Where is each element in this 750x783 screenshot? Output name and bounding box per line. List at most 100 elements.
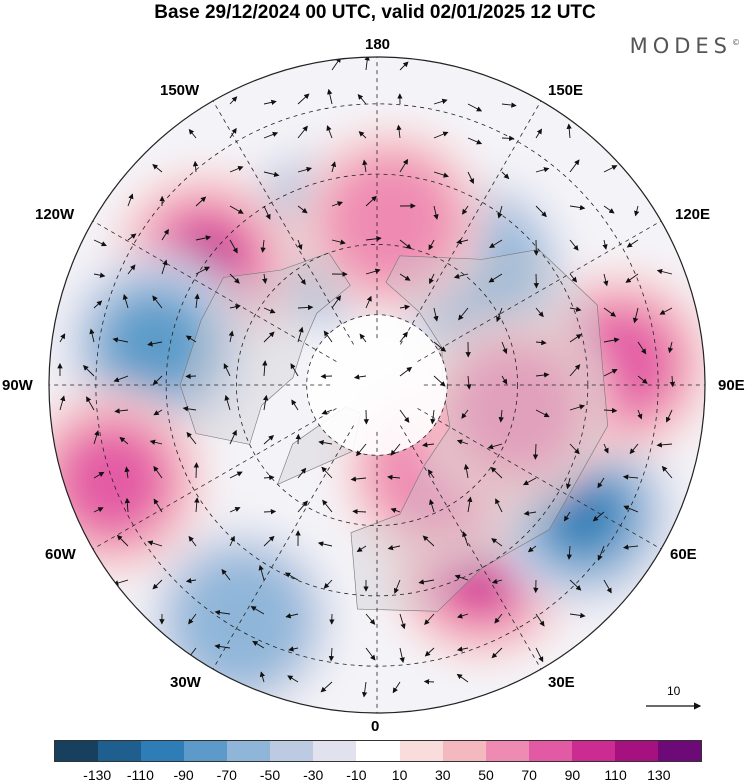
- wind-arrow: [667, 341, 674, 354]
- wind-arrow: [297, 205, 308, 214]
- lon-label-120w: 120W: [35, 206, 75, 223]
- wind-arrow: [297, 93, 310, 105]
- wind-arrow: [262, 273, 268, 284]
- lon-label-90e: 90E: [718, 377, 745, 394]
- lon-label-30w: 30W: [170, 674, 201, 691]
- wind-arrow: [535, 613, 545, 627]
- wind-arrow: [399, 366, 413, 377]
- wind-arrow: [228, 330, 234, 343]
- wind-arrow: [637, 409, 643, 420]
- wind-arrow: [501, 102, 517, 108]
- colorbar-swatch: [98, 741, 142, 761]
- anomaly-blob: [548, 479, 619, 550]
- meridian-line: [92, 220, 337, 362]
- wind-arrow: [634, 205, 640, 217]
- wind-arrow: [119, 436, 129, 445]
- wind-arrow: [603, 443, 609, 454]
- wind-arrow: [153, 465, 163, 479]
- wind-arrow: [290, 363, 299, 377]
- wind-arrow: [399, 647, 405, 663]
- wind-arrow: [263, 474, 275, 481]
- wind-arrow: [501, 171, 510, 180]
- meridian-line: [417, 408, 662, 550]
- colorbar-tick-label: 30: [435, 767, 451, 783]
- colorbar-tick-label: -90: [173, 767, 194, 783]
- wind-arrow: [152, 164, 163, 173]
- wind-arrow: [365, 236, 382, 242]
- wind-arrow: [433, 171, 449, 178]
- wind-arrow: [195, 196, 207, 207]
- wind-arrow: [320, 681, 333, 693]
- wind-arrow: [456, 238, 469, 245]
- wind-arrow: [59, 333, 66, 343]
- colorbar-swatch: [528, 741, 572, 761]
- wind-arrow: [396, 124, 402, 139]
- wind-arrow: [623, 505, 639, 513]
- wind-arrow: [359, 333, 367, 343]
- wind-arrow: [149, 439, 163, 445]
- wind-arrow: [603, 337, 620, 343]
- wind-arrow: [127, 233, 137, 241]
- wind-arrow: [229, 96, 238, 105]
- wind-arrow: [323, 579, 333, 589]
- wind-arrow: [433, 307, 439, 322]
- wind-arrow: [597, 545, 605, 561]
- colorbar-tick-label: -130: [83, 767, 112, 783]
- wind-arrow: [188, 535, 197, 547]
- wind-arrow: [161, 259, 168, 275]
- wind-arrow: [569, 443, 580, 455]
- wind-arrow: [462, 531, 469, 547]
- wind-arrow: [495, 498, 503, 513]
- wind-arrow: [182, 406, 197, 412]
- wind-arrow: [532, 443, 539, 460]
- wind-arrow: [259, 671, 266, 683]
- wind-arrow: [535, 339, 547, 346]
- wind-arrow: [424, 647, 435, 657]
- wind-arrow: [297, 500, 308, 513]
- map-title: Base 29/12/2024 00 UTC, valid 02/01/2025…: [154, 2, 596, 23]
- wind-arrow: [497, 205, 503, 219]
- wind-arrow: [188, 128, 197, 139]
- wind-vectors: [57, 57, 676, 698]
- wind-arrow: [603, 165, 618, 173]
- wind-arrow: [430, 409, 436, 425]
- meridian-line: [400, 425, 542, 670]
- wind-arrow: [185, 578, 197, 584]
- brand-logo: MODES©: [630, 34, 740, 58]
- wind-arrow: [356, 545, 367, 552]
- wind-arrow: [501, 341, 508, 355]
- wind-arrow: [188, 613, 197, 625]
- colorbar-swatch: [227, 741, 271, 761]
- wind-arrow: [535, 307, 544, 318]
- wind-arrow: [365, 195, 377, 207]
- colorbar-tick-label: 50: [478, 767, 494, 783]
- wind-arrow: [285, 613, 299, 619]
- wind-arrow: [566, 123, 572, 139]
- wind-arrow: [392, 681, 401, 694]
- lon-label-0: 0: [371, 718, 380, 735]
- wind-arrow: [229, 273, 240, 284]
- wind-arrow: [491, 578, 503, 584]
- colorbar-swatch: [399, 741, 443, 761]
- wind-arrow: [399, 613, 406, 630]
- wind-arrow: [365, 295, 372, 309]
- wind-arrow: [637, 341, 647, 355]
- wind-arrow: [330, 161, 337, 173]
- wind-arrow: [456, 439, 469, 445]
- colorbar-tick-label: -10: [346, 767, 367, 783]
- wind-arrow: [321, 409, 333, 415]
- wind-arrow: [454, 574, 469, 581]
- wind-arrow: [258, 564, 265, 581]
- wind-arrow: [328, 647, 335, 662]
- wind-arrow: [569, 306, 582, 312]
- map-boundary: [48, 56, 706, 714]
- meridian-line: [212, 100, 354, 345]
- wind-arrow: [399, 61, 409, 71]
- wind-arrow: [297, 273, 306, 286]
- wind-arrow: [603, 205, 615, 214]
- lon-label-180: 180: [365, 36, 391, 53]
- wind-arrow: [152, 375, 163, 386]
- wind-arrow: [656, 442, 673, 448]
- wind-arrow: [93, 272, 106, 278]
